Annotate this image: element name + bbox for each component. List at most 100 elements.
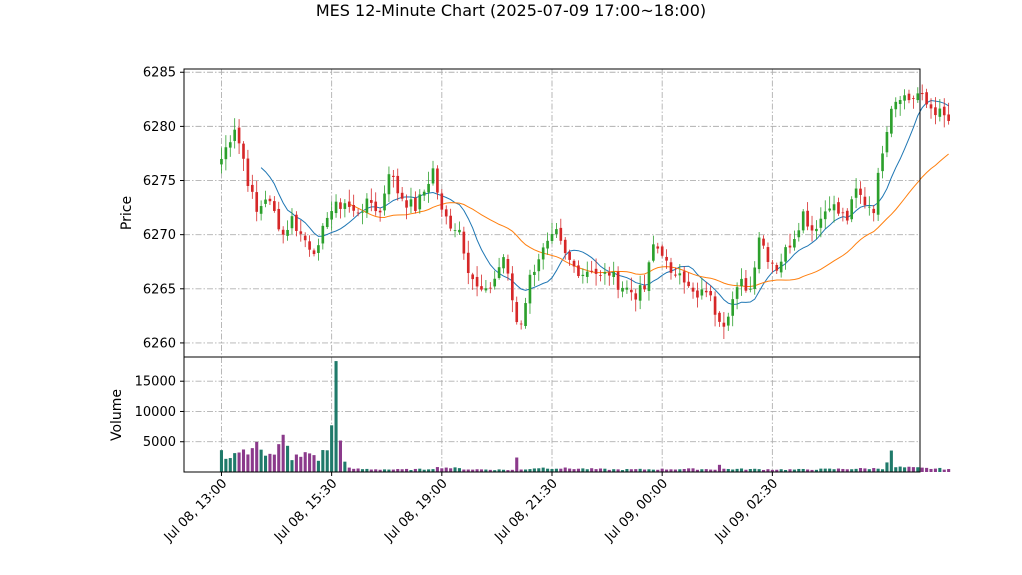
candle-body bbox=[255, 192, 259, 212]
candle bbox=[493, 270, 497, 290]
candle-body bbox=[788, 245, 792, 248]
volume-bar bbox=[343, 461, 347, 472]
candle bbox=[819, 207, 823, 238]
volume-tick-label: 15000 bbox=[135, 375, 176, 390]
volume-bar bbox=[929, 468, 933, 472]
candle-body bbox=[784, 247, 787, 262]
candle-body bbox=[691, 287, 695, 292]
price-gridlines bbox=[184, 69, 920, 357]
candle-body bbox=[559, 227, 563, 241]
candle bbox=[784, 244, 787, 270]
candlesticks bbox=[220, 84, 950, 339]
candle-body bbox=[916, 93, 920, 101]
candle bbox=[687, 272, 690, 288]
volume-bar bbox=[493, 470, 497, 472]
candle bbox=[568, 249, 571, 266]
volume-bar bbox=[903, 467, 907, 472]
candle bbox=[268, 195, 272, 206]
volume-bar bbox=[845, 469, 849, 472]
candle-body bbox=[321, 225, 325, 244]
candle-body bbox=[621, 287, 624, 292]
candle bbox=[528, 269, 532, 314]
volume-bar bbox=[554, 468, 558, 472]
candle-body bbox=[330, 211, 333, 220]
candle-body bbox=[325, 217, 329, 228]
candle bbox=[444, 205, 448, 225]
candle bbox=[890, 105, 893, 138]
price-tick-label: 6285 bbox=[143, 66, 176, 81]
candle-body bbox=[938, 108, 942, 117]
candle bbox=[779, 253, 783, 278]
candle-body bbox=[550, 233, 554, 241]
volume-bar bbox=[770, 469, 774, 472]
candle-body bbox=[277, 208, 281, 230]
volume-bar bbox=[365, 468, 369, 472]
candle-body bbox=[599, 275, 602, 276]
candle-body bbox=[722, 322, 726, 327]
candle-body bbox=[876, 172, 880, 215]
candle-body bbox=[224, 147, 228, 160]
volume-bar bbox=[294, 454, 298, 472]
volume-bar bbox=[515, 457, 519, 472]
candle bbox=[475, 266, 479, 297]
candle-body bbox=[881, 153, 884, 172]
volume-bar bbox=[638, 468, 642, 472]
candle bbox=[422, 189, 426, 202]
candle-body bbox=[361, 211, 364, 213]
volume-bar bbox=[356, 468, 360, 472]
candle bbox=[669, 257, 673, 280]
candle-body bbox=[594, 268, 598, 274]
volume-bar bbox=[466, 469, 470, 472]
volume-bar bbox=[400, 469, 404, 472]
volume-bar bbox=[744, 469, 748, 472]
candle bbox=[387, 166, 391, 203]
volume-bar bbox=[647, 469, 651, 472]
candle bbox=[502, 254, 505, 274]
candle-body bbox=[885, 131, 889, 153]
volume-bar bbox=[263, 455, 268, 472]
candle-body bbox=[444, 209, 448, 217]
volume-bar bbox=[237, 452, 241, 472]
candle-body bbox=[929, 104, 933, 109]
volume-bar bbox=[594, 469, 598, 472]
candle bbox=[581, 268, 585, 284]
candle-body bbox=[753, 267, 757, 290]
volume-bar bbox=[435, 467, 439, 472]
candle-body bbox=[630, 289, 633, 293]
candle bbox=[418, 189, 422, 214]
candle-body bbox=[524, 303, 527, 327]
candle bbox=[731, 291, 735, 327]
price-tick-label: 6280 bbox=[143, 120, 176, 135]
candle-body bbox=[480, 286, 483, 290]
volume-bar bbox=[629, 469, 633, 472]
candle bbox=[912, 95, 915, 109]
volume-bar bbox=[453, 467, 457, 472]
candle-body bbox=[612, 272, 616, 278]
candle-body bbox=[568, 251, 571, 260]
candle bbox=[599, 270, 602, 282]
candle bbox=[462, 226, 466, 260]
candle bbox=[237, 119, 241, 154]
volume-bar bbox=[938, 467, 942, 472]
volume-bar bbox=[753, 468, 757, 472]
candle-body bbox=[541, 247, 545, 260]
volume-bar bbox=[352, 468, 356, 472]
volume-bar bbox=[338, 440, 342, 472]
volume-bar bbox=[479, 469, 484, 472]
volume-bar bbox=[784, 469, 788, 472]
candle-body bbox=[581, 274, 585, 277]
candle bbox=[347, 189, 351, 213]
candle bbox=[815, 220, 818, 239]
candle bbox=[594, 258, 598, 286]
candle bbox=[638, 275, 642, 310]
volume-bar bbox=[916, 467, 920, 472]
candle bbox=[431, 160, 435, 186]
candle-body bbox=[352, 205, 355, 211]
candle-body bbox=[431, 168, 435, 184]
volume-bar bbox=[695, 469, 699, 472]
candle-body bbox=[405, 200, 408, 208]
volume-bar bbox=[766, 469, 770, 472]
candle-body bbox=[947, 114, 950, 121]
volume-bar bbox=[321, 450, 325, 472]
candle-body bbox=[854, 188, 858, 198]
